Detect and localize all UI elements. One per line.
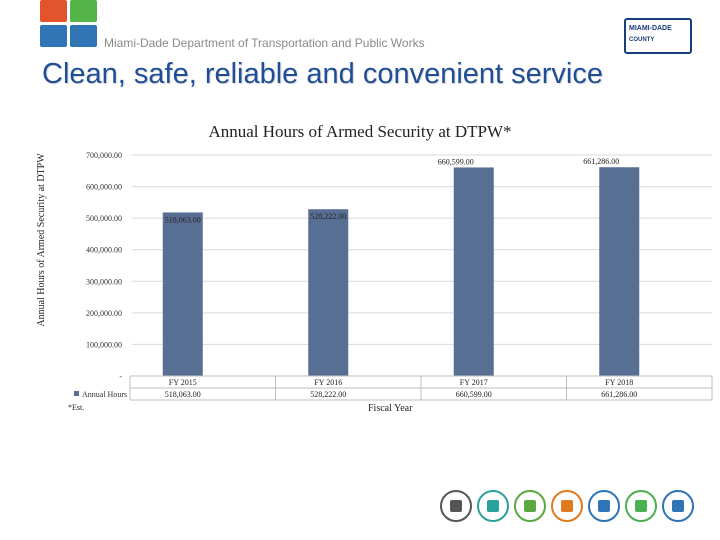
bar	[162, 212, 203, 376]
pedestrian-icon	[440, 490, 472, 522]
bicycle-icon	[514, 490, 546, 522]
bus-logo-icon	[40, 0, 67, 22]
table-value: 660,599.00	[456, 390, 492, 399]
car-logo-icon	[70, 25, 97, 47]
data-label: 660,599.00	[438, 157, 474, 166]
y-tick-label: 600,000.00	[86, 183, 122, 192]
bicycle-icon-glyph	[524, 500, 536, 512]
legend-label: Annual Hours	[82, 390, 127, 399]
road-logo-icon	[40, 25, 67, 47]
y-tick-label: 500,000.00	[86, 214, 122, 223]
accessible-icon-glyph	[672, 500, 684, 512]
data-label: 528,222.00	[310, 212, 346, 221]
dtpw-logo	[40, 0, 100, 52]
metrobus-icon	[588, 490, 620, 522]
department-name: Miami-Dade Department of Transportation …	[104, 36, 425, 50]
county-logo-line2: COUNTY	[629, 37, 655, 43]
bar	[453, 167, 494, 376]
accessible-icon	[662, 490, 694, 522]
y-tick-label: -	[119, 372, 122, 381]
x-tick-label: FY 2018	[605, 378, 633, 387]
pedestrian-icon-glyph	[450, 500, 462, 512]
estimate-footnote: *Est.	[68, 403, 85, 412]
y-tick-label: 400,000.00	[86, 246, 122, 255]
table-value: 528,222.00	[310, 390, 346, 399]
y-tick-label: 700,000.00	[86, 151, 122, 160]
legend-swatch	[74, 391, 79, 396]
table-value: 661,286.00	[601, 390, 637, 399]
car-icon	[477, 490, 509, 522]
data-label: 661,286.00	[583, 157, 619, 166]
metrobus-icon-glyph	[598, 500, 610, 512]
bus-icon-glyph	[561, 500, 573, 512]
page-headline: Clean, safe, reliable and convenient ser…	[42, 58, 603, 90]
miami-dade-county-logo: MIAMI-DADE COUNTY	[624, 18, 692, 54]
x-tick-label: FY 2015	[169, 378, 197, 387]
train-icon	[625, 490, 657, 522]
x-tick-label: FY 2016	[314, 378, 342, 387]
bar	[308, 209, 349, 376]
transport-mode-icons	[440, 490, 700, 526]
table-value: 518,063.00	[165, 390, 201, 399]
car-icon-glyph	[487, 500, 499, 512]
bar	[599, 167, 640, 376]
train-icon-glyph	[635, 500, 647, 512]
chart-title: Annual Hours of Armed Security at DTPW*	[208, 122, 512, 141]
x-tick-label: FY 2017	[460, 378, 488, 387]
data-label: 518,063.00	[165, 215, 201, 224]
x-axis-label: Fiscal Year	[368, 403, 413, 414]
y-tick-label: 200,000.00	[86, 309, 122, 318]
y-tick-label: 100,000.00	[86, 340, 122, 349]
county-logo-line1: MIAMI-DADE	[629, 25, 672, 32]
train-logo-icon	[70, 0, 97, 22]
y-tick-label: 300,000.00	[86, 277, 122, 286]
bus-icon	[551, 490, 583, 522]
